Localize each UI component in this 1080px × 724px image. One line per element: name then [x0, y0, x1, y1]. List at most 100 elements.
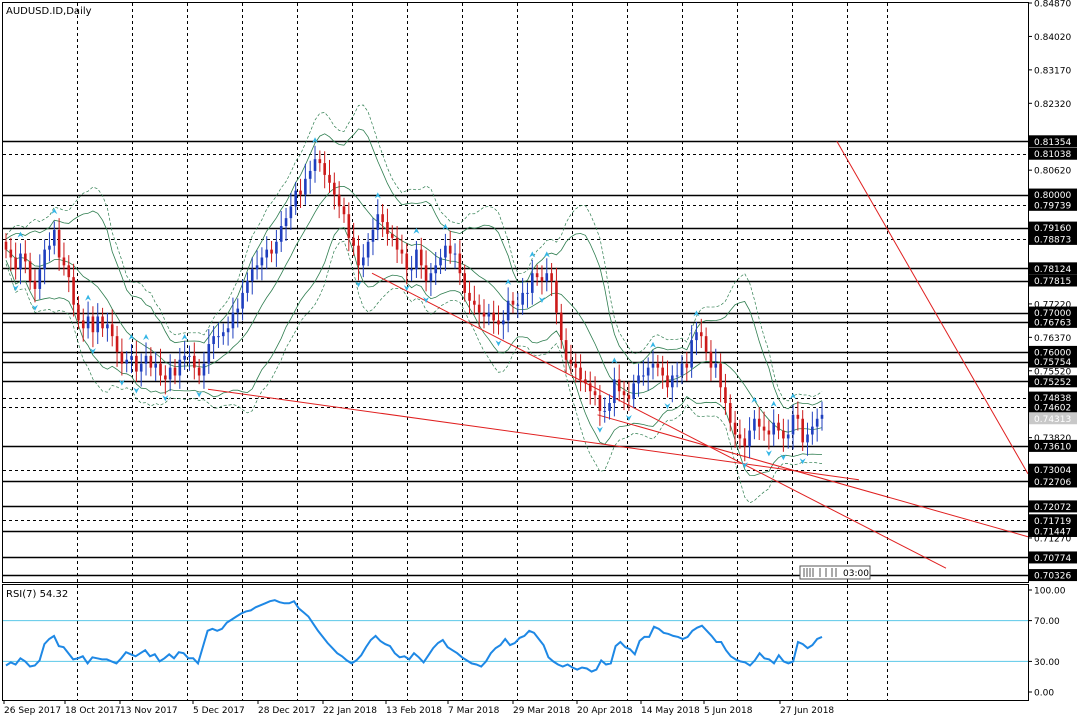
candle[interactable] — [642, 360, 645, 386]
candle[interactable] — [62, 242, 66, 276]
candle[interactable] — [347, 202, 351, 252]
candle[interactable] — [724, 373, 727, 415]
candle[interactable] — [656, 355, 660, 377]
candle[interactable] — [159, 348, 162, 386]
candle[interactable] — [608, 394, 611, 420]
candle[interactable] — [390, 225, 394, 247]
candle[interactable] — [564, 328, 568, 374]
candle[interactable] — [786, 419, 790, 449]
candle[interactable] — [545, 258, 549, 292]
candle[interactable] — [193, 342, 196, 380]
candle[interactable] — [617, 364, 621, 402]
candle[interactable] — [19, 243, 22, 285]
candle[interactable] — [588, 371, 592, 405]
candle[interactable] — [555, 267, 558, 325]
candle[interactable] — [43, 239, 46, 285]
candle[interactable] — [231, 297, 235, 339]
candle[interactable] — [115, 325, 119, 367]
candle[interactable] — [48, 232, 51, 262]
candle[interactable] — [748, 417, 751, 459]
candle[interactable] — [67, 255, 71, 293]
candle[interactable] — [130, 344, 133, 374]
candle[interactable] — [77, 296, 80, 330]
candle[interactable] — [671, 365, 674, 403]
candle[interactable] — [550, 262, 553, 297]
candle[interactable] — [559, 303, 563, 349]
candle[interactable] — [24, 240, 27, 274]
candle[interactable] — [9, 237, 13, 271]
candle[interactable] — [811, 411, 814, 445]
candle[interactable] — [106, 312, 109, 342]
candle[interactable] — [757, 406, 761, 441]
candle[interactable] — [526, 282, 529, 308]
candle[interactable] — [120, 338, 124, 376]
candle[interactable] — [497, 305, 500, 335]
candle[interactable] — [241, 279, 244, 321]
trend-line[interactable] — [207, 388, 859, 481]
candle[interactable] — [434, 251, 438, 286]
candle[interactable] — [279, 211, 283, 252]
candle[interactable] — [246, 272, 249, 302]
timer-widget[interactable]: 03:00 — [799, 565, 871, 580]
candle[interactable] — [154, 351, 157, 382]
candle[interactable] — [299, 178, 302, 208]
candle[interactable] — [646, 357, 650, 391]
candle[interactable] — [458, 240, 462, 286]
candle[interactable] — [352, 222, 355, 256]
trend-line[interactable] — [836, 141, 1029, 475]
candle[interactable] — [415, 240, 418, 278]
candle[interactable] — [386, 208, 389, 246]
candle[interactable] — [270, 240, 273, 263]
candle[interactable] — [516, 292, 520, 319]
candle[interactable] — [221, 323, 225, 345]
candle[interactable] — [627, 381, 631, 411]
candle[interactable] — [492, 300, 495, 334]
candle[interactable] — [337, 181, 341, 219]
candle[interactable] — [284, 207, 288, 241]
candle[interactable] — [613, 367, 616, 417]
candle[interactable] — [637, 363, 640, 397]
candle[interactable] — [719, 353, 722, 403]
candle[interactable] — [135, 340, 138, 382]
candle[interactable] — [733, 410, 737, 448]
candle[interactable] — [622, 381, 626, 411]
candle[interactable] — [173, 358, 177, 385]
candle[interactable] — [57, 218, 61, 271]
candle[interactable] — [521, 277, 524, 315]
candle[interactable] — [110, 309, 114, 347]
candle[interactable] — [753, 410, 756, 440]
candle[interactable] — [584, 370, 587, 393]
candle[interactable] — [675, 362, 679, 388]
candle[interactable] — [139, 353, 143, 387]
candle[interactable] — [294, 181, 298, 216]
candle[interactable] — [289, 192, 293, 230]
candle[interactable] — [52, 221, 56, 255]
candle[interactable] — [699, 318, 703, 348]
candle[interactable] — [313, 145, 317, 183]
candle[interactable] — [762, 411, 766, 441]
candle[interactable] — [424, 250, 428, 292]
candle[interactable] — [506, 287, 510, 333]
candle[interactable] — [535, 264, 539, 286]
candle[interactable] — [371, 218, 375, 256]
candle[interactable] — [362, 244, 365, 278]
candle[interactable] — [183, 340, 186, 370]
candle[interactable] — [33, 269, 37, 303]
candle[interactable] — [419, 237, 423, 279]
candle[interactable] — [815, 408, 819, 442]
trend-line[interactable] — [371, 272, 947, 569]
candle[interactable] — [680, 355, 684, 385]
candle[interactable] — [81, 308, 85, 342]
candle[interactable] — [487, 303, 491, 326]
candle[interactable] — [791, 404, 795, 450]
candle[interactable] — [395, 226, 399, 263]
candle[interactable] — [125, 351, 129, 373]
candle[interactable] — [574, 353, 578, 383]
candle[interactable] — [275, 229, 278, 267]
candle[interactable] — [96, 303, 100, 345]
candle[interactable] — [632, 374, 635, 408]
candle[interactable] — [439, 248, 442, 275]
candle[interactable] — [207, 329, 211, 374]
candle[interactable] — [448, 230, 452, 264]
